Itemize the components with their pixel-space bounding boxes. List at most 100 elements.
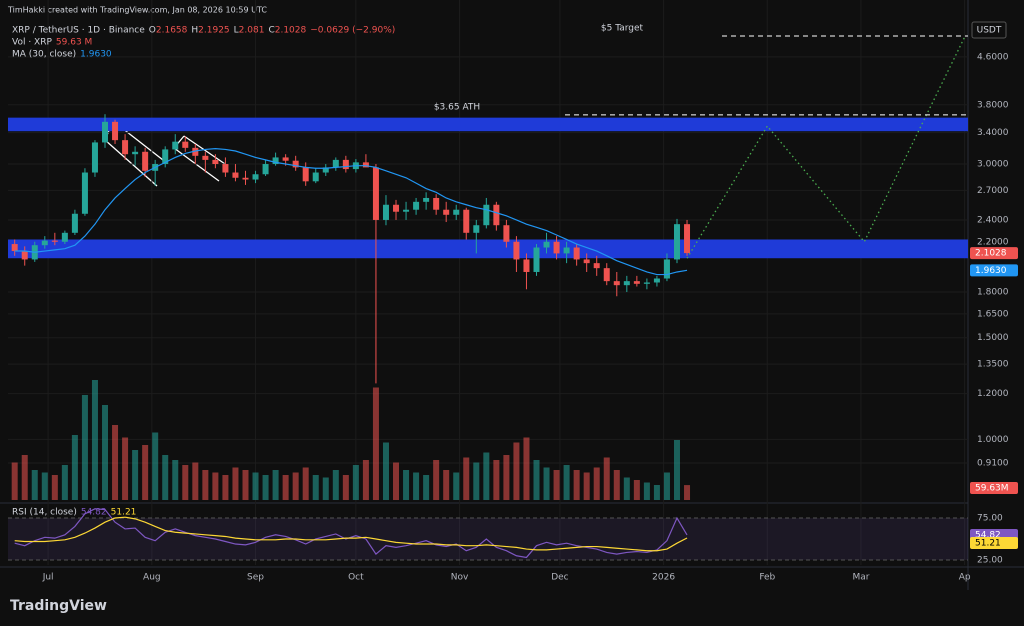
candle-body (453, 209, 460, 215)
y-tick-label: 4.6000 (977, 52, 1009, 62)
volume (11, 380, 691, 500)
candle-body (252, 174, 259, 180)
volume-bar (382, 442, 389, 500)
y-tick-label: 1.6500 (977, 309, 1009, 319)
volume-bar (523, 437, 530, 500)
legend-item: L (234, 26, 239, 36)
candle-body (523, 259, 530, 272)
legend-item: −0.0629 (−2.90%) (310, 26, 395, 36)
x-tick-label: Jul (42, 573, 54, 583)
volume-bar (513, 442, 520, 500)
volume-bar (152, 432, 159, 500)
candle-body (192, 147, 199, 156)
candle-body (413, 201, 420, 210)
x-tick-label: Dec (551, 573, 568, 583)
y-tick-label: 1.0000 (977, 435, 1009, 445)
candle-body (142, 151, 149, 171)
volume-bar (61, 465, 68, 500)
candle-body (21, 251, 28, 260)
flag-line (183, 135, 229, 167)
candle-body (362, 162, 369, 168)
volume-bar (292, 472, 299, 500)
currency: USDT (977, 26, 1002, 36)
grid (8, 0, 968, 565)
x-tick-label: Aug (143, 573, 161, 583)
candles (11, 114, 691, 384)
candle-body (162, 149, 169, 165)
legend-item: XRP / TetherUS · 1D · Binance (12, 26, 145, 36)
legend-item: 51.21 (111, 508, 137, 518)
legend-item: O (149, 26, 156, 36)
candle-body (543, 241, 550, 248)
candle-body (633, 281, 640, 284)
candle-body (623, 281, 630, 286)
candle-body (342, 159, 349, 170)
volume-bar (583, 472, 590, 500)
rsi-value: 54.82 (975, 530, 1001, 540)
volume-bar (653, 485, 660, 500)
volume-value-box (970, 482, 1018, 494)
volume-value: 59.63M (975, 484, 1009, 494)
volume-bar (212, 472, 219, 500)
candle-body (332, 159, 339, 168)
candle-body (503, 225, 510, 242)
candle-body (292, 160, 299, 168)
candle-body (593, 263, 600, 269)
candle-body (563, 247, 570, 254)
y-tick-label: 2.2000 (977, 237, 1009, 247)
volume-bar (282, 475, 289, 500)
candle-body (372, 167, 379, 220)
y-tick-label: 3.8000 (977, 100, 1009, 110)
volume-bar (613, 470, 620, 500)
ma-value: 1.9630 (975, 266, 1007, 276)
volume-bar (673, 440, 680, 500)
volume-bar (272, 470, 279, 500)
candle-body (302, 167, 309, 182)
candle-body (643, 282, 650, 284)
volume-bar (112, 425, 119, 500)
y-tick-label: 3.4000 (977, 128, 1009, 138)
volume-bar (684, 485, 691, 500)
volume-bar (232, 467, 239, 500)
candle-body (403, 209, 410, 212)
candle-body (81, 172, 88, 214)
legend-item: C (268, 26, 274, 36)
rsi-ma-line (14, 516, 688, 552)
rsi-ma-value: 51.21 (975, 538, 1001, 548)
volume-bar (643, 482, 650, 500)
volume-bar (372, 387, 379, 500)
candle-body (433, 197, 440, 210)
x-tick-label: Nov (451, 573, 469, 583)
volume-bar (362, 460, 369, 500)
x-tick-label: Sep (247, 573, 264, 583)
volume-bar (453, 472, 460, 500)
volume-bar (503, 455, 510, 500)
candle-body (112, 121, 119, 141)
brand: TradingView (10, 598, 107, 614)
volume-bar (132, 450, 139, 500)
x-tick-label: Oct (348, 573, 364, 583)
volume-bar (473, 462, 480, 500)
candle-body (51, 240, 58, 242)
candle-body (172, 141, 179, 150)
volume-bar (142, 445, 149, 500)
volume-bar (352, 465, 359, 500)
volume-bar (322, 477, 329, 500)
volume-bar (413, 472, 420, 500)
volume-bar (593, 467, 600, 500)
volume-bar (182, 465, 189, 500)
y-tick-label: 2.4000 (977, 215, 1009, 225)
candle-body (473, 225, 480, 233)
y-tick-label: 0.9100 (977, 458, 1009, 468)
candle-body (573, 247, 580, 260)
volume-bar (393, 462, 400, 500)
rsi-tick-label: 25.00 (977, 555, 1003, 565)
volume-bar (423, 475, 430, 500)
legend-item: 2.1658 (156, 26, 188, 36)
volume-bar (633, 480, 640, 500)
x-tick-label: 2026 (652, 573, 675, 583)
annotation-label: $5 Target (601, 24, 644, 34)
candle-body (132, 151, 139, 155)
volume-bar (443, 470, 450, 500)
y-tick-label: 1.8000 (977, 288, 1009, 298)
